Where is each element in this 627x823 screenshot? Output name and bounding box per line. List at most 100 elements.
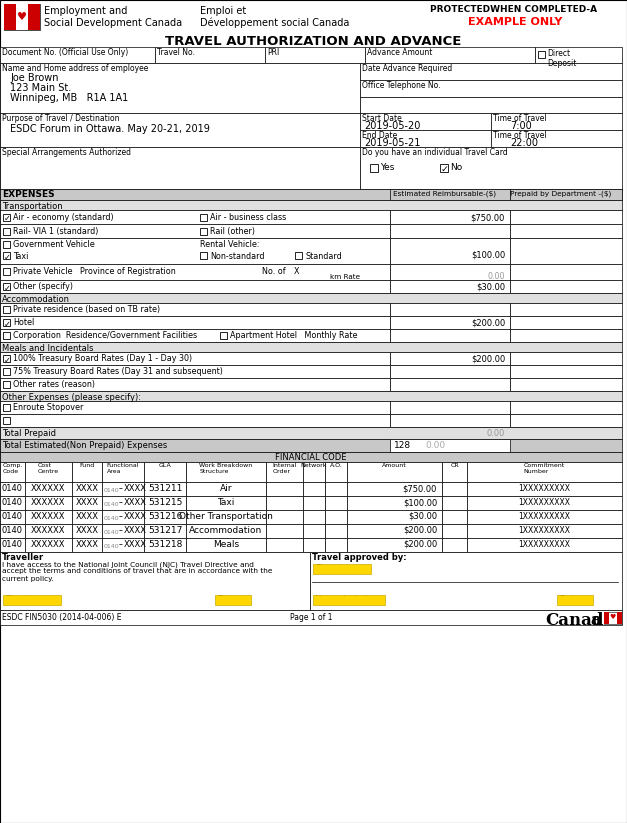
- Text: Travel approved by:: Travel approved by:: [312, 553, 407, 562]
- Bar: [440, 164, 448, 172]
- Bar: [303, 538, 325, 552]
- Text: km Rate: km Rate: [330, 274, 360, 280]
- Text: $750.00: $750.00: [403, 484, 437, 493]
- Text: 22:00: 22:00: [510, 138, 538, 148]
- Text: Non-standard: Non-standard: [210, 252, 265, 261]
- Text: Cost
Centre: Cost Centre: [38, 463, 59, 474]
- Text: Government Vehicle: Government Vehicle: [13, 240, 95, 249]
- Text: XXXX: XXXX: [124, 498, 147, 507]
- Text: 0140: 0140: [1, 526, 23, 535]
- Bar: [0, 47, 155, 63]
- Text: 100% Treasury Board Rates (Day 1 - Day 30): 100% Treasury Board Rates (Day 1 - Day 3…: [13, 354, 192, 363]
- Bar: [442, 482, 467, 496]
- Text: Winnipeg, MB   R1A 1A1: Winnipeg, MB R1A 1A1: [10, 93, 129, 103]
- Text: 0140: 0140: [1, 512, 23, 521]
- Bar: [25, 496, 72, 510]
- Text: ✓: ✓: [441, 165, 448, 174]
- Bar: [535, 47, 622, 63]
- Bar: [3, 368, 10, 375]
- Bar: [0, 496, 25, 510]
- Bar: [370, 164, 378, 172]
- Bar: [360, 63, 622, 80]
- Text: Name (print): Name (print): [315, 595, 369, 604]
- Text: $200.00: $200.00: [471, 318, 505, 327]
- Text: 531215: 531215: [148, 498, 182, 507]
- Bar: [0, 147, 360, 189]
- Text: Date Advance Required: Date Advance Required: [362, 64, 452, 73]
- Text: GLA: GLA: [159, 463, 171, 468]
- Text: XXXX: XXXX: [124, 484, 147, 493]
- Bar: [25, 524, 72, 538]
- Bar: [0, 462, 25, 482]
- Bar: [0, 378, 390, 391]
- Bar: [3, 213, 10, 221]
- Bar: [325, 538, 347, 552]
- Text: Taxi: Taxi: [218, 498, 234, 507]
- Text: Air - economy (standard): Air - economy (standard): [13, 213, 113, 222]
- Bar: [604, 612, 622, 624]
- Bar: [102, 510, 144, 524]
- Text: XXXXXX: XXXXXX: [31, 484, 65, 493]
- Bar: [325, 462, 347, 482]
- Text: 2019-05-20: 2019-05-20: [364, 121, 420, 131]
- Text: Network: Network: [301, 463, 327, 468]
- Text: EXPENSES: EXPENSES: [2, 190, 55, 199]
- Text: XXXX: XXXX: [75, 498, 98, 507]
- Bar: [3, 381, 10, 388]
- Bar: [390, 378, 510, 391]
- Text: XXXX: XXXX: [75, 540, 98, 549]
- Text: Amount: Amount: [382, 463, 407, 468]
- Text: 0.00: 0.00: [488, 272, 505, 281]
- Bar: [442, 496, 467, 510]
- Bar: [510, 280, 622, 293]
- Text: Advance Amount: Advance Amount: [367, 48, 433, 57]
- Bar: [510, 189, 622, 200]
- Text: $30.00: $30.00: [408, 512, 437, 521]
- Text: XXXX: XXXX: [124, 526, 147, 535]
- Bar: [313, 595, 385, 605]
- Text: Commitment
Number: Commitment Number: [524, 463, 565, 474]
- Bar: [3, 268, 10, 275]
- Bar: [0, 427, 622, 439]
- Text: CR: CR: [450, 463, 459, 468]
- Text: 531211: 531211: [148, 484, 182, 493]
- Bar: [0, 303, 390, 316]
- Text: A.O.: A.O.: [330, 463, 342, 468]
- Bar: [200, 227, 207, 235]
- Text: 0140: 0140: [1, 484, 23, 493]
- Text: Date: Date: [217, 595, 237, 604]
- Bar: [442, 462, 467, 482]
- Bar: [266, 496, 303, 510]
- Bar: [220, 332, 227, 339]
- Bar: [186, 462, 266, 482]
- Text: XXXXXX: XXXXXX: [31, 526, 65, 535]
- Text: ✓: ✓: [4, 214, 11, 223]
- Bar: [390, 238, 510, 264]
- Bar: [390, 264, 510, 280]
- Bar: [510, 401, 622, 414]
- Bar: [0, 414, 390, 427]
- Bar: [3, 319, 10, 326]
- Bar: [510, 210, 622, 224]
- Text: XXXX: XXXX: [124, 540, 147, 549]
- Text: Prepaid by Department -($): Prepaid by Department -($): [510, 190, 611, 197]
- Bar: [360, 80, 622, 97]
- Bar: [200, 252, 207, 259]
- Bar: [144, 462, 186, 482]
- Text: Fund: Fund: [80, 463, 95, 468]
- Bar: [102, 482, 144, 496]
- Text: Other Transportation: Other Transportation: [179, 512, 273, 521]
- Text: Enroute Stopover: Enroute Stopover: [13, 403, 83, 412]
- Text: –: –: [119, 540, 123, 549]
- Text: XXXXXX: XXXXXX: [31, 540, 65, 549]
- Bar: [390, 189, 510, 200]
- Text: 531217: 531217: [148, 526, 182, 535]
- Bar: [155, 47, 265, 63]
- Text: End Date: End Date: [362, 131, 398, 140]
- Text: ✓: ✓: [4, 356, 11, 365]
- Bar: [0, 224, 390, 238]
- Text: Accommodation: Accommodation: [2, 295, 70, 304]
- Text: Name and Home address of employee: Name and Home address of employee: [2, 64, 149, 73]
- Text: Air - business class: Air - business class: [210, 213, 287, 222]
- Bar: [365, 47, 535, 63]
